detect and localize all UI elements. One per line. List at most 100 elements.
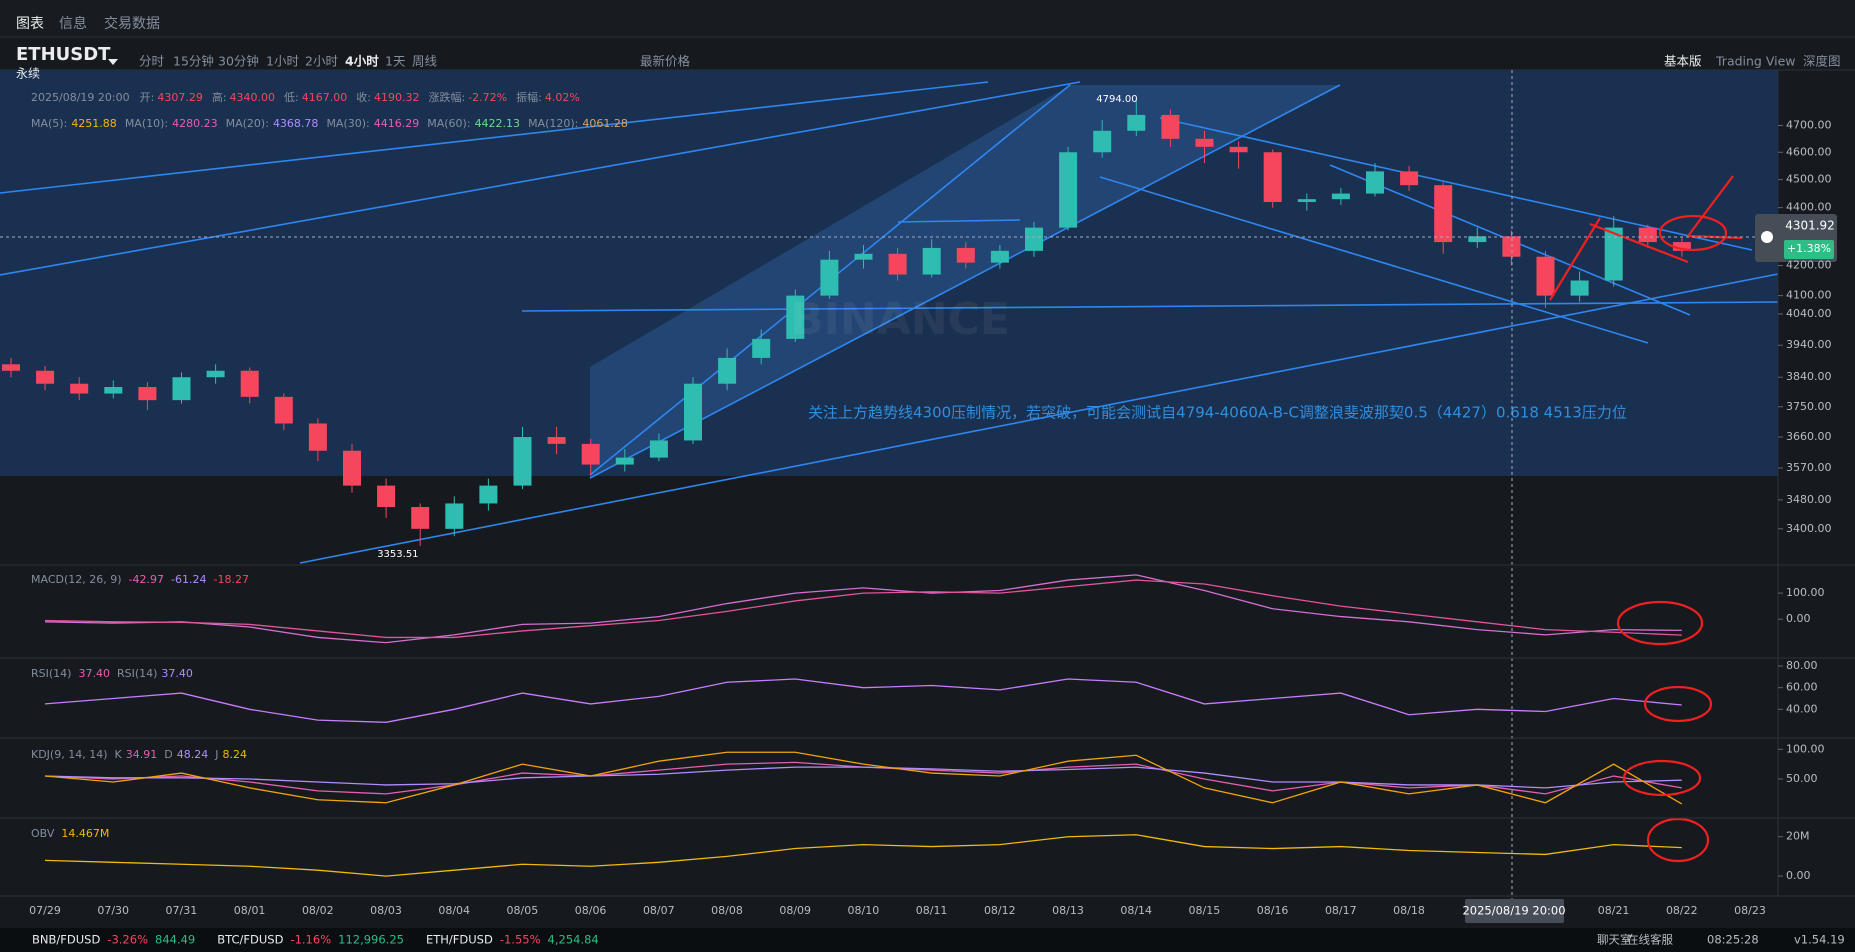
candle-body [240,370,259,397]
chat[interactable]: 聊天室 [1597,933,1632,947]
interval[interactable]: 周线 [412,54,438,69]
view-switch[interactable]: 深度图 [1803,54,1841,69]
info-label: 涨跌幅: [428,90,465,104]
indicator-line [44,579,1682,639]
info-value: 4307.29 [157,91,203,104]
candle-body [411,507,430,529]
candle-body [1025,227,1043,251]
x-tick-label: 08/12 [984,904,1016,917]
x-tick-label: 08/05 [507,904,539,917]
info-label: 低: [284,91,299,104]
candle-body [377,485,396,508]
x-tick-label: 08/14 [1120,904,1152,917]
high-label: 4794.00 [1096,94,1137,105]
info-value: 4190.32 [374,91,420,104]
y-tick-label: 80.00 [1786,659,1818,672]
y-tick-label: 3940.00 [1786,338,1832,351]
candle-body [1366,171,1384,194]
x-tick-label: 08/13 [1052,904,1084,917]
y-tick-label: 100.00 [1786,742,1825,755]
tab[interactable]: 交易数据 [104,15,160,32]
indicator-line [44,834,1682,877]
x-tick-label: 08/06 [575,904,607,917]
candle-body [1502,236,1521,257]
symbol[interactable]: ETHUSDT [16,44,111,65]
candle-body [1059,152,1078,228]
trend-line [521,301,1779,312]
ma-label: MA(120): [528,117,578,130]
add-button[interactable] [1761,231,1773,243]
interval[interactable]: 2小时 [305,54,338,69]
tab[interactable]: 信息 [59,15,87,32]
version: v1.54.19 [1794,933,1845,947]
info-label: 高: [212,90,227,104]
readout-label: K [115,748,123,761]
interval[interactable]: 30分钟 [218,54,259,69]
info-label: 收: [356,90,371,104]
y-tick-label: 4400.00 [1786,201,1832,214]
view-switch[interactable]: Trading View [1715,54,1796,69]
candle-body [172,377,191,401]
arrow [1549,217,1601,301]
x-tick-label: 07/30 [97,904,129,917]
ma-label: MA(30): [326,117,369,130]
x-tick-label: 08/21 [1598,904,1630,917]
ma-label: MA(5): [31,117,67,130]
y-tick-label: 4600.00 [1786,145,1832,158]
support[interactable]: 在线客服 [1627,933,1673,947]
arrow [1687,234,1743,240]
crosshair-time: 2025/08/19 20:00 [1462,904,1565,918]
indicator-line [44,574,1682,644]
x-tick-label: 08/18 [1393,904,1425,917]
y-tick-label: 3750.00 [1786,400,1832,413]
x-tick-label: 07/29 [29,904,61,917]
candle-body [1297,199,1316,202]
ma-value: 4416.29 [374,117,420,130]
candle-body [786,295,805,339]
interval[interactable]: 分时 [139,54,165,69]
interval[interactable]: 1小时 [266,54,299,69]
pane-title: MACD(12, 26, 9) [31,573,122,586]
trend-line [299,273,1779,564]
candle-body [1195,138,1214,147]
trend-line [0,81,1081,276]
y-tick-label: 60.00 [1786,681,1818,694]
candle-body [1229,146,1248,153]
candle-body [1672,242,1691,251]
ticker-pair: ETH/FDUSD [426,933,493,947]
y-tick-label: 4100.00 [1786,289,1832,302]
interval[interactable]: 4小时 [345,54,379,69]
candle-body [1263,152,1282,202]
candle-body [1400,171,1419,186]
top-bar [0,0,1855,37]
candle-body [684,383,702,441]
ma-value: 4368.78 [273,117,319,130]
info-label: 开: [140,91,155,104]
candle-body [1604,227,1623,281]
x-tick-label: 08/03 [370,904,402,917]
candle-body [36,370,55,384]
view-switch[interactable]: 基本版 [1664,54,1702,69]
interval[interactable]: 最新价格 [640,54,691,69]
dropdown-icon[interactable] [108,59,118,65]
red-drawings [1549,175,1743,863]
pane-title: RSI(14) [31,667,71,680]
interval[interactable]: 15分钟 [173,54,214,69]
x-tick-label: 08/17 [1325,904,1357,917]
candle-body [1638,227,1657,243]
info-value: -2.72% [468,91,507,104]
y-tick-label: 50.00 [1786,772,1818,785]
readout-label: D [164,748,172,761]
interval[interactable]: 1天 [385,54,406,69]
readout-label: RSI(14) [117,667,157,680]
marks [2,100,1691,877]
y-tick-label: 100.00 [1786,586,1825,599]
candle-body [922,247,941,275]
x-tick-label: 07/31 [166,904,198,917]
x-tick-label: 08/09 [779,904,811,917]
candle-body [820,259,839,296]
readout-value: -42.97 [129,573,164,586]
trend-line [0,81,989,194]
candle-body [274,396,293,424]
tab[interactable]: 图表 [16,16,44,32]
